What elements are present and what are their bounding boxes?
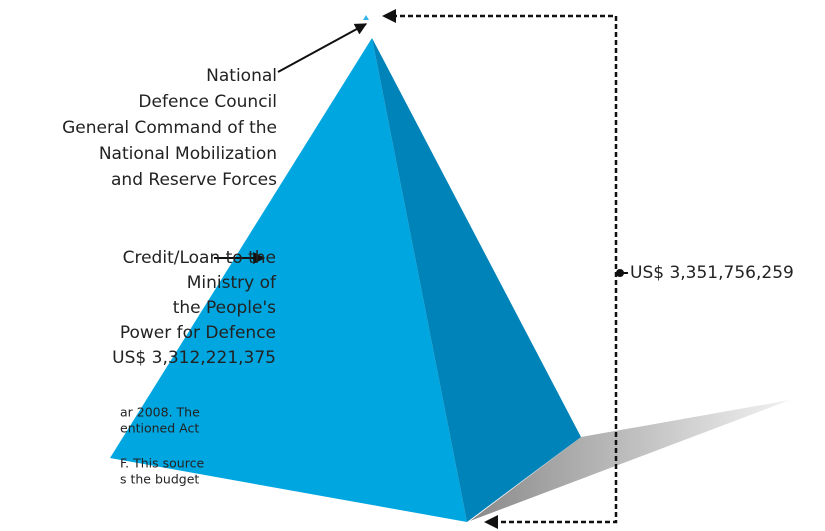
top-label-line: General Command of the (62, 118, 277, 138)
pyramid-left-face (110, 38, 467, 522)
footnote-fragment: F. This source (120, 456, 204, 471)
base-label-line: Power for Defence (120, 323, 276, 343)
top-label-line: and Reserve Forces (111, 170, 277, 190)
pyramid-tip (363, 15, 369, 20)
top-label-line: National Mobilization (99, 144, 277, 164)
total-dot (616, 269, 624, 277)
base-label-line: US$ 3,312,221,375 (112, 348, 276, 368)
top-label-line: National (206, 66, 277, 86)
base-label-line: Credit/Loan to the (123, 248, 276, 268)
shadow (470, 400, 790, 521)
total-bracket (392, 14, 618, 524)
base-label-line: the People's (173, 298, 276, 318)
footnote-fragment: entioned Act (120, 421, 199, 436)
bracket-arrow-bottom (484, 515, 498, 529)
footnote-fragment: ar 2008. The (120, 405, 200, 420)
footnote-fragment: s the budget (120, 472, 199, 487)
pyramid-right-face (372, 38, 581, 522)
base-label-line: Ministry of (187, 273, 277, 293)
bracket-arrow-top (382, 9, 396, 23)
total-label: US$ 3,351,756,259 (630, 263, 794, 283)
top-arrow (277, 23, 368, 73)
top-label-line: Defence Council (138, 92, 277, 112)
